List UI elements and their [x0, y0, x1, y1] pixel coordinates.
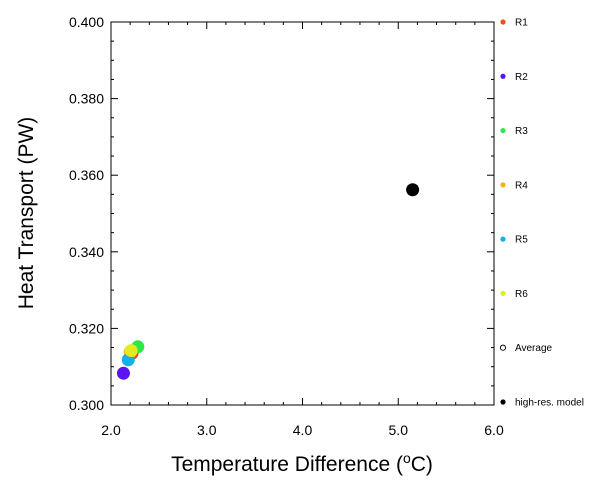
legend-marker-high-res-model [500, 399, 506, 405]
legend-marker-r5 [500, 236, 506, 242]
plot-frame [110, 21, 495, 406]
x-axis-title-text: Temperature Difference ( [171, 453, 403, 476]
y-tick-label: 0.380 [69, 91, 104, 107]
legend-label-r2: R2 [515, 72, 528, 83]
legend-marker-average [499, 344, 507, 351]
x-tick-label: 4.0 [293, 422, 313, 438]
x-axis-title: Temperature Difference (oC) [171, 450, 433, 476]
legend-label-r1: R1 [515, 18, 528, 29]
y-tick-label: 0.400 [69, 14, 104, 30]
legend-label-average: Average [515, 343, 553, 354]
data-point-high-res-model [406, 183, 420, 197]
y-tick-label: 0.340 [69, 244, 104, 260]
data-points [116, 183, 420, 380]
x-axis-title-unit-sup: o [403, 450, 411, 466]
data-point-r2 [116, 366, 130, 380]
legend-marker-r3 [500, 127, 506, 134]
y-tick-label: 0.360 [69, 167, 104, 183]
x-tick-label: 5.0 [389, 422, 409, 438]
x-tick-label: 6.0 [484, 422, 504, 438]
x-tick-label: 3.0 [197, 422, 217, 438]
legend-label-high-res-model: high-res. model [515, 398, 584, 409]
legend-label-r4: R4 [515, 180, 528, 191]
y-axis-ticks: 0.300 0.320 0.340 0.360 0.380 0.400 [69, 14, 494, 413]
legend-label-r5: R5 [515, 235, 528, 246]
x-tick-label: 2.0 [101, 422, 121, 438]
x-axis-title-unit: C) [411, 453, 433, 476]
legend-label-r3: R3 [515, 126, 528, 137]
y-tick-label: 0.320 [69, 320, 104, 336]
y-axis-title: Heat Transport (PW) [15, 117, 38, 310]
legend: R1 R2 R3 R4 R5 R6 Average high-res. model [499, 18, 584, 409]
x-axis-ticks: 2.0 3.0 4.0 5.0 6.0 [101, 22, 504, 438]
legend-label-r6: R6 [515, 289, 528, 300]
legend-marker-r1 [500, 19, 506, 25]
data-point-r6 [124, 344, 138, 358]
legend-marker-r6 [500, 290, 506, 297]
legend-marker-r2 [500, 73, 506, 79]
legend-marker-r4 [500, 182, 506, 188]
y-tick-label: 0.300 [69, 397, 104, 413]
